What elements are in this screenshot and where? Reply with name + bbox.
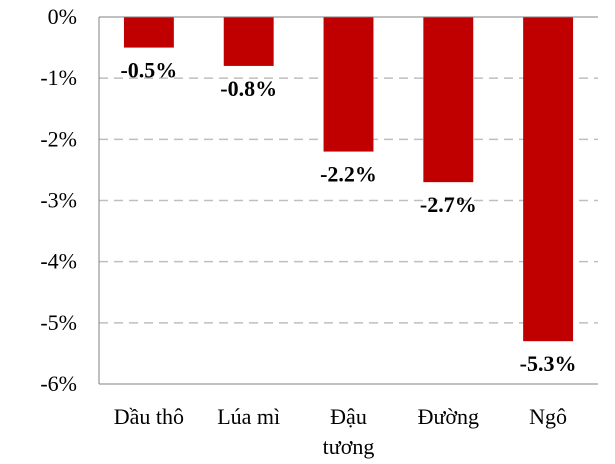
y-tick-labels: 0% -1% -2% -3% -4% -5% -6% [40, 4, 77, 396]
y-tick-label: -4% [40, 249, 77, 274]
y-tick-label: -6% [40, 371, 77, 396]
data-labels: -0.5% -0.8% -2.2% -2.7% -5.3% [120, 58, 576, 377]
category-label: Lúa mì [217, 404, 280, 429]
bar [123, 17, 174, 48]
bar [523, 17, 574, 342]
gridlines [99, 77, 598, 385]
bar [323, 17, 374, 152]
bars [123, 17, 574, 342]
y-tick-label: 0% [48, 4, 77, 29]
bar [423, 17, 474, 183]
category-label: Đường [418, 404, 479, 429]
category-label: Ngô [529, 404, 567, 429]
y-tick-label: -3% [40, 188, 77, 213]
data-label: -0.8% [220, 76, 277, 101]
y-tick-label: -2% [40, 126, 77, 151]
data-label: -0.5% [120, 58, 177, 83]
y-tick-label: -1% [40, 65, 77, 90]
bar [223, 17, 274, 66]
category-label: tương [323, 434, 375, 459]
data-label: -2.2% [320, 162, 377, 187]
category-label: Dầu thô [114, 404, 184, 429]
category-label: Đậu [330, 404, 367, 429]
y-tick-label: -5% [40, 310, 77, 335]
data-label: -5.3% [520, 351, 577, 376]
category-labels: Dầu thô Lúa mì Đậu tương Đường Ngô [114, 404, 567, 459]
data-label: -2.7% [420, 192, 477, 217]
